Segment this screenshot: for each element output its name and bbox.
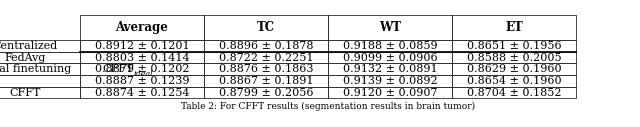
- Text: CFFT: CFFT: [102, 64, 133, 74]
- Text: ideal: ideal: [134, 70, 154, 78]
- Text: Table 2: For CFFT results (segmentation results in brain tumor): Table 2: For CFFT results (segmentation …: [181, 102, 475, 111]
